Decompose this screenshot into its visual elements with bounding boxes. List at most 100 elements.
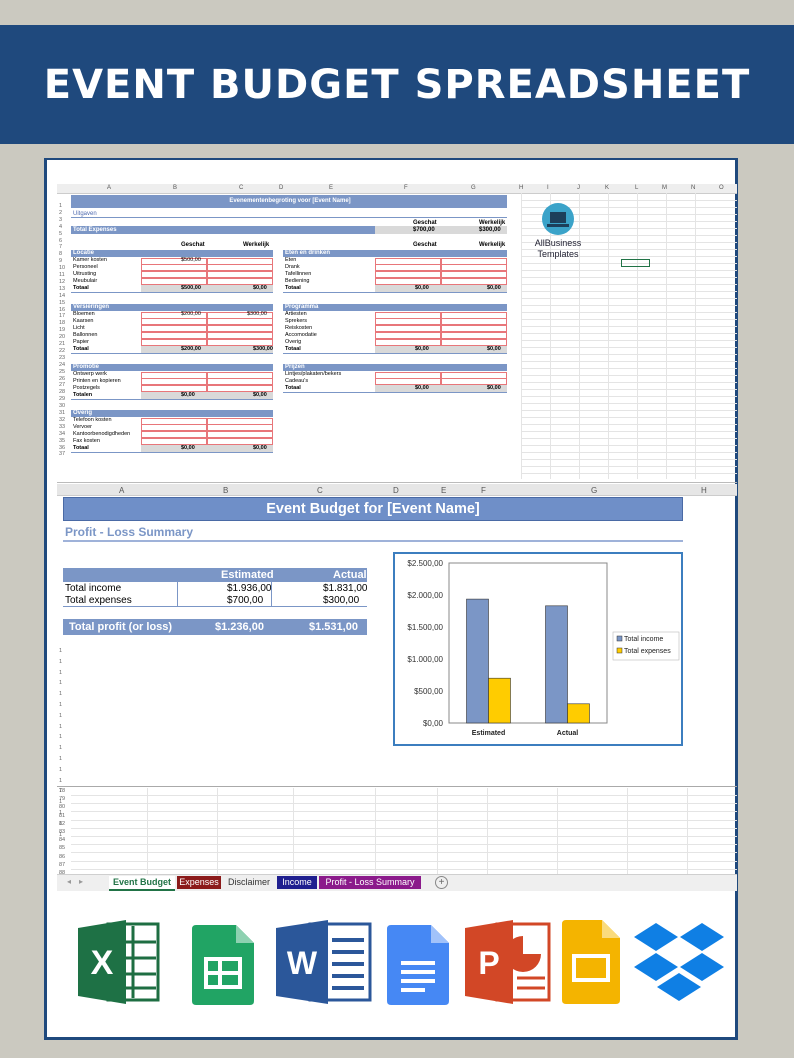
total-profit-estimated: $1.236,00 [215, 621, 264, 633]
row-number: 6 [59, 237, 63, 244]
app-icons-row: X W [47, 905, 741, 1015]
row-number: 23 [59, 354, 66, 361]
x-category-label: Estimated [472, 730, 505, 737]
grid-line [521, 396, 737, 397]
input-cell[interactable] [207, 264, 273, 272]
input-cell[interactable] [141, 318, 207, 326]
input-cell[interactable] [141, 431, 207, 439]
input-cell[interactable] [141, 325, 207, 333]
input-cell[interactable] [375, 311, 441, 319]
grid-line [637, 193, 638, 479]
input-cell[interactable] [141, 257, 207, 265]
uitgaven-label: Uitgaven [73, 211, 97, 217]
input-cell[interactable] [441, 318, 507, 326]
input-cell[interactable] [207, 332, 273, 340]
line-item: Lintjes/plakaten/bekers [285, 371, 342, 377]
row-number: 84 [59, 837, 66, 844]
input-cell[interactable] [207, 371, 273, 379]
row-number: 13 [59, 285, 66, 292]
row-number: 1 [59, 810, 63, 816]
input-cell[interactable] [441, 332, 507, 340]
input-cell[interactable] [375, 271, 441, 279]
input-cell[interactable] [207, 424, 273, 432]
bar-chart: $2.500,00 $2.000,00 $1.500,00 $1.000,00 $500… [407, 559, 680, 737]
add-sheet-icon[interactable]: + [435, 876, 448, 889]
input-cell[interactable] [141, 271, 207, 279]
column-letter: C [317, 486, 323, 495]
grid-line [375, 788, 376, 874]
line-item: Ballonnen [73, 331, 98, 338]
row-number: 1 [59, 756, 63, 762]
grid-line [521, 214, 737, 215]
input-cell[interactable] [207, 417, 273, 425]
input-cell[interactable] [375, 257, 441, 265]
grid-line [521, 249, 737, 250]
line-item: Sprekers [285, 317, 308, 324]
total-werkelijk: $0,00 [487, 345, 501, 352]
row-number: 1 [59, 648, 63, 654]
input-cell[interactable] [441, 257, 507, 265]
input-cell[interactable] [141, 311, 207, 319]
sheet-tab-income[interactable]: Income [277, 876, 317, 889]
input-cell[interactable] [141, 424, 207, 432]
row-number: 1 [59, 680, 63, 687]
grid-line [521, 473, 737, 474]
input-cell[interactable] [207, 311, 273, 319]
row-number: 10 [59, 265, 66, 272]
line-item: Kaarsen [73, 317, 94, 324]
selected-cell[interactable] [621, 259, 650, 267]
sheet-tab-profit-loss-summary[interactable]: Profit - Loss Summary [319, 876, 421, 889]
input-cell[interactable] [441, 264, 507, 272]
sheet-tab-event-budget[interactable]: Event Budget [109, 876, 175, 891]
total-expenses-werkelijk: $300,00 [479, 227, 501, 233]
input-cell[interactable] [441, 311, 507, 319]
line-item: Papier [73, 338, 89, 345]
input-cell[interactable] [375, 332, 441, 340]
grid-line [147, 788, 148, 874]
grid-line [521, 277, 737, 278]
y-tick-label: $0,00 [423, 719, 444, 728]
sheet-tab-expenses[interactable]: Expenses [177, 876, 221, 889]
input-cell[interactable] [375, 371, 441, 379]
left-header-geschat: Geschat [181, 242, 205, 248]
line-item: Fax kosten [73, 437, 100, 444]
input-cell[interactable] [141, 332, 207, 340]
row-number: 31 [59, 410, 66, 416]
input-cell[interactable] [207, 431, 273, 439]
row-number: 5 [59, 230, 63, 237]
input-cell[interactable] [207, 325, 273, 333]
tab-scroll-left-icon[interactable]: ◂ [67, 877, 72, 886]
sheet-tab-disclaimer[interactable]: Disclaimer [223, 876, 275, 889]
input-cell[interactable] [141, 378, 207, 386]
input-cell[interactable] [375, 325, 441, 333]
input-cell[interactable] [375, 318, 441, 326]
row-number: 1 [59, 820, 63, 827]
input-cell[interactable] [207, 318, 273, 326]
input-cell[interactable] [375, 264, 441, 272]
total-profit-row [63, 619, 367, 635]
line-item: Telefoon kosten [73, 417, 112, 423]
input-cell[interactable] [441, 371, 507, 379]
column-letter: G [591, 486, 598, 495]
grid-line [71, 860, 737, 862]
row-number: 1 [59, 799, 63, 806]
input-cell[interactable] [441, 271, 507, 279]
input-cell[interactable] [141, 417, 207, 425]
column-letter: H [519, 185, 524, 191]
input-cell[interactable] [207, 378, 273, 386]
sheet-divider [57, 482, 737, 483]
row-number: 15 [59, 299, 66, 306]
input-cell[interactable] [141, 371, 207, 379]
input-cell[interactable] [141, 264, 207, 272]
chart-frame: $2.500,00 $2.000,00 $1.500,00 $1.000,00 $500… [393, 552, 683, 746]
grid-line [521, 382, 737, 383]
input-cell[interactable] [207, 271, 273, 279]
left-header-werkelijk: Werkelijk [243, 242, 270, 248]
input-cell[interactable] [207, 257, 273, 265]
input-cell[interactable] [441, 325, 507, 333]
total-geschat: $200,00 [181, 345, 201, 352]
row-number: 29 [59, 396, 66, 403]
total-geschat: $0,00 [415, 284, 429, 291]
tab-scroll-right-icon[interactable]: ▸ [79, 877, 84, 886]
col-sep [177, 582, 178, 606]
